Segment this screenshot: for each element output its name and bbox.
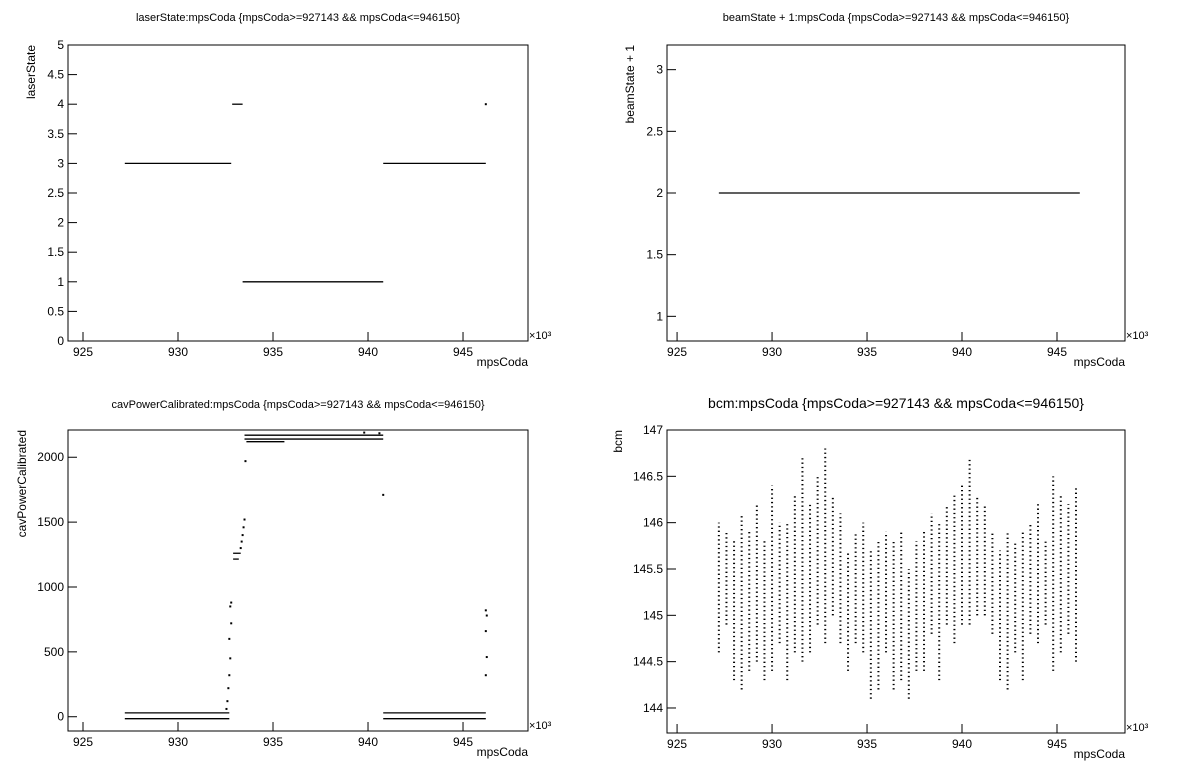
x-tick-label: 945 xyxy=(453,345,473,359)
y-tick-label: 2.5 xyxy=(646,124,663,138)
x-multiplier: ×10³ xyxy=(529,330,552,342)
data-point xyxy=(227,687,230,690)
x-tick-label: 940 xyxy=(358,345,378,359)
data-point xyxy=(230,622,233,625)
x-multiplier: ×10³ xyxy=(1126,330,1149,342)
x-multiplier: ×10³ xyxy=(1126,722,1149,734)
data-point xyxy=(229,605,232,608)
y-tick-label: 145 xyxy=(643,608,663,622)
y-axis-label: beamState + 1 xyxy=(623,45,637,124)
data-point xyxy=(363,431,366,434)
x-tick-label: 940 xyxy=(952,345,972,359)
x-tick-label: 945 xyxy=(1047,345,1067,359)
y-tick-label: 3.5 xyxy=(47,127,64,141)
x-axis-label: mpsCoda xyxy=(477,745,529,759)
data-point xyxy=(225,707,228,710)
y-tick-label: 2 xyxy=(656,186,663,200)
data-point xyxy=(485,614,488,617)
y-tick-label: 144.5 xyxy=(633,655,663,669)
y-tick-label: 4 xyxy=(57,97,64,111)
y-tick-label: 2.5 xyxy=(47,186,64,200)
y-tick-label: 1.5 xyxy=(646,248,663,262)
x-axis-label: mpsCoda xyxy=(1074,355,1126,369)
x-tick-label: 925 xyxy=(73,735,93,749)
y-tick-label: 1 xyxy=(57,275,64,289)
x-tick-label: 925 xyxy=(667,737,687,751)
plot-frame xyxy=(67,429,529,732)
data-point xyxy=(228,674,231,677)
x-tick-label: 940 xyxy=(952,737,972,751)
x-tick-label: 935 xyxy=(263,735,283,749)
chart-title: beamState + 1:mpsCoda {mpsCoda>=927143 &… xyxy=(723,12,1070,24)
y-tick-label: 144 xyxy=(643,701,663,715)
y-axis-label: cavPowerCalibrated xyxy=(15,430,29,537)
y-tick-label: 2 xyxy=(57,216,64,230)
data-point xyxy=(229,657,232,660)
x-tick-label: 930 xyxy=(762,345,782,359)
y-tick-label: 1 xyxy=(656,309,663,323)
data-point xyxy=(242,526,245,529)
y-tick-label: 4.5 xyxy=(47,68,64,82)
x-tick-label: 945 xyxy=(1047,737,1067,751)
data-point xyxy=(382,493,385,496)
y-tick-label: 2000 xyxy=(37,450,64,464)
x-tick-label: 925 xyxy=(73,345,93,359)
x-axis-label: mpsCoda xyxy=(477,355,529,369)
y-tick-label: 145.5 xyxy=(633,562,663,576)
y-tick-label: 1000 xyxy=(37,580,64,594)
x-tick-label: 930 xyxy=(168,345,188,359)
data-point xyxy=(484,103,487,106)
chart-title: bcm:mpsCoda {mpsCoda>=927143 && mpsCoda<… xyxy=(708,395,1084,411)
y-axis-label: bcm xyxy=(611,430,625,453)
chart-title: cavPowerCalibrated:mpsCoda {mpsCoda>=927… xyxy=(111,399,484,411)
y-tick-label: 146 xyxy=(643,516,663,530)
data-point xyxy=(239,547,242,550)
data-point xyxy=(484,609,487,612)
data-point xyxy=(485,656,488,659)
data-point xyxy=(241,534,244,537)
y-tick-label: 5 xyxy=(57,38,64,52)
data-point xyxy=(230,601,233,604)
y-tick-label: 0 xyxy=(57,334,64,348)
y-tick-label: 147 xyxy=(643,423,663,437)
data-point xyxy=(484,674,487,677)
x-axis-label: mpsCoda xyxy=(1074,747,1126,761)
chart-title: laserState:mpsCoda {mpsCoda>=927143 && m… xyxy=(136,12,460,24)
x-tick-label: 935 xyxy=(857,345,877,359)
x-tick-label: 930 xyxy=(762,737,782,751)
plot-frame xyxy=(666,429,1126,734)
data-point xyxy=(243,518,246,521)
x-tick-label: 935 xyxy=(857,737,877,751)
data-point xyxy=(240,540,243,543)
data-point xyxy=(244,460,247,463)
x-tick-label: 945 xyxy=(453,735,473,749)
data-point xyxy=(228,637,231,640)
y-tick-label: 146.5 xyxy=(633,469,663,483)
y-tick-label: 3 xyxy=(57,156,64,170)
x-tick-label: 935 xyxy=(263,345,283,359)
y-tick-label: 1.5 xyxy=(47,245,64,259)
y-tick-label: 0 xyxy=(57,710,64,724)
x-tick-label: 940 xyxy=(358,735,378,749)
y-tick-label: 1500 xyxy=(37,515,64,529)
x-multiplier: ×10³ xyxy=(529,720,552,732)
data-point xyxy=(484,630,487,633)
x-tick-label: 930 xyxy=(168,735,188,749)
y-tick-label: 3 xyxy=(656,63,663,77)
data-point xyxy=(378,432,381,435)
x-tick-label: 925 xyxy=(667,345,687,359)
y-tick-label: 0.5 xyxy=(47,304,64,318)
data-point xyxy=(226,700,229,703)
y-tick-label: 500 xyxy=(44,645,64,659)
y-axis-label: laserState xyxy=(24,45,38,99)
